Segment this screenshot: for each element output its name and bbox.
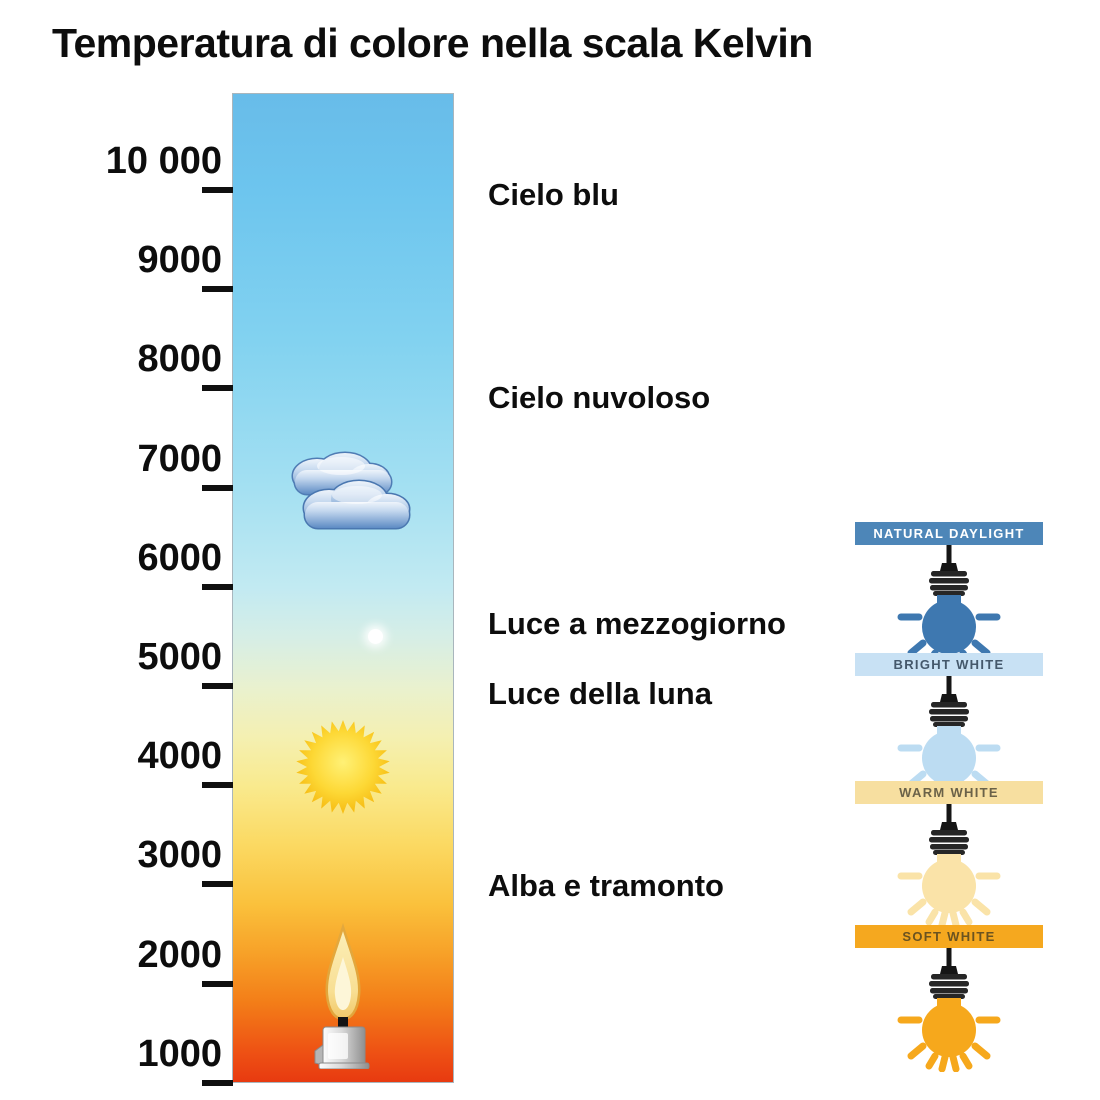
- scale-tick-label: 5000: [137, 636, 222, 678]
- scale-tick-label: 3000: [137, 834, 222, 877]
- bulb-holder: [889, 948, 1009, 1073]
- candle-icon: [314, 922, 370, 1069]
- banner-natural-daylight: NATURAL DAYLIGHT: [855, 522, 1043, 545]
- light-bulb-icon: [897, 804, 1001, 929]
- bulb-holder: [889, 545, 1009, 670]
- moon-dot-icon: [368, 628, 383, 644]
- banner-bright-white: BRIGHT WHITE: [855, 653, 1043, 676]
- scale-tick: [202, 286, 233, 293]
- annotation-label: Alba e tramonto: [488, 868, 724, 904]
- scale-tick: [202, 980, 233, 987]
- bulb-card-soft-white: SOFT WHITE: [855, 925, 1043, 1073]
- bulb-holder: [889, 804, 1009, 929]
- scale-tick-label: 10 000: [105, 140, 222, 182]
- scale-tick-label: 4000: [137, 735, 222, 778]
- scale-tick: [202, 782, 233, 789]
- annotation-label: Luce a mezzogiorno: [488, 606, 786, 642]
- scale-tick-label: 8000: [137, 338, 222, 381]
- scale-tick-label: 9000: [137, 239, 222, 282]
- page-title: Temperatura di colore nella scala Kelvin: [52, 20, 813, 66]
- kelvin-gradient-bar: [232, 93, 454, 1083]
- banner-warm-white: WARM WHITE: [855, 781, 1043, 804]
- scale-tick-label: 1000: [137, 1032, 222, 1075]
- scale-tick: [202, 484, 233, 491]
- scale-tick: [202, 881, 233, 888]
- annotation-label: Luce della luna: [488, 675, 712, 711]
- scale-tick: [202, 187, 233, 193]
- bulb-card-warm-white: WARM WHITE: [855, 781, 1043, 929]
- scale-tick: [202, 385, 233, 392]
- sun-icon: [296, 720, 390, 815]
- scale-tick: [202, 583, 233, 590]
- banner-soft-white: SOFT WHITE: [855, 925, 1043, 948]
- bulb-card-bright-white: BRIGHT WHITE: [855, 653, 1043, 801]
- annotation-label: Cielo nuvoloso: [488, 380, 711, 416]
- scale-tick: [202, 683, 233, 689]
- light-bulb-icon: [897, 948, 1001, 1073]
- scale-tick-label: 2000: [137, 933, 222, 976]
- annotation-label: Cielo blu: [488, 176, 619, 212]
- scale-tick-label: 6000: [137, 536, 222, 579]
- scale-tick: [202, 1079, 233, 1086]
- scale-tick-label: 7000: [137, 437, 222, 480]
- bulb-card-natural-daylight: NATURAL DAYLIGHT: [855, 522, 1043, 670]
- light-bulb-icon: [897, 545, 1001, 670]
- clouds-icon: [291, 451, 411, 530]
